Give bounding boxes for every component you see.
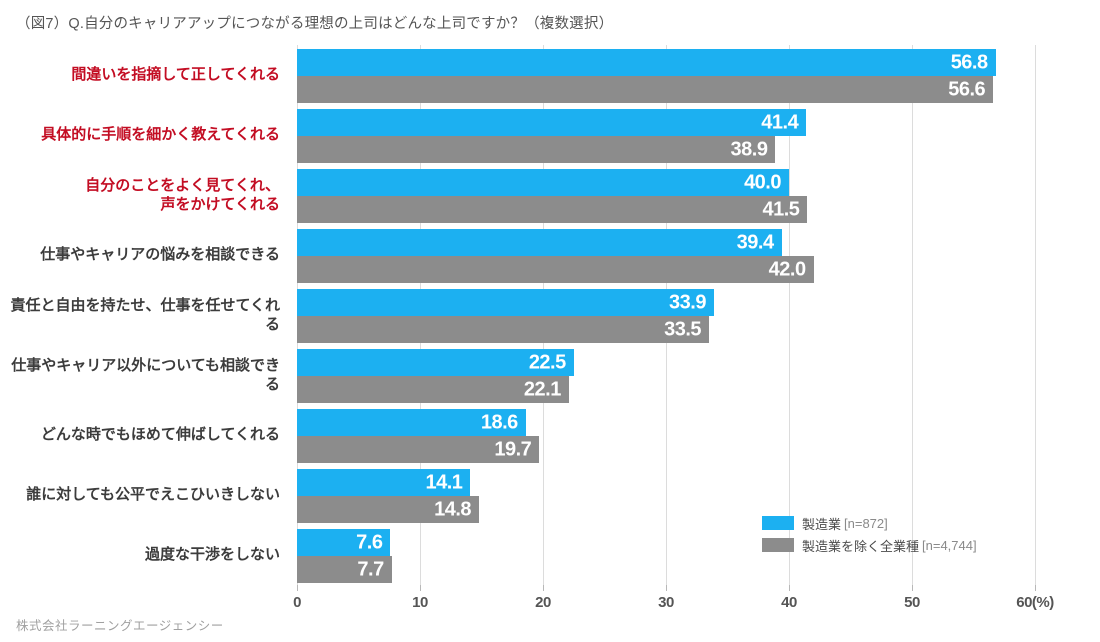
bar-value-label: 14.8 [434, 498, 472, 520]
category-label: どんな時でもほめて伸ばしてくれる [40, 426, 280, 444]
bar-all-other-industries: 38.9 [297, 136, 776, 163]
bar-value-label: 38.9 [730, 138, 768, 160]
bar-value-label: 19.7 [494, 438, 532, 460]
category-label: 具体的に手順を細かく教えてくれる [41, 126, 280, 144]
axis-tick-label: 20 [535, 594, 551, 611]
legend-label: 製造業 [802, 516, 842, 532]
axis-tick-label: 0 [293, 594, 301, 611]
bar-manufacturing: 7.6 [297, 529, 391, 556]
axis-tick-label: 30 [658, 594, 674, 611]
axis-tick [543, 585, 544, 591]
category-label: 責任と自由を持たせ、仕事を任せてくれる [10, 296, 280, 334]
chart-title: （図7）Q.自分のキャリアアップにつながる理想の上司はどんな上司ですか？（複数選… [16, 16, 614, 32]
bar-manufacturing: 40.0 [297, 169, 789, 196]
bar-manufacturing: 14.1 [297, 469, 471, 496]
legend-swatch-gray [762, 538, 794, 552]
legend-n-label: [n=4,744] [922, 537, 977, 553]
axis-tick [912, 585, 913, 591]
bar-value-label: 41.5 [762, 198, 800, 220]
bar-value-label: 22.1 [523, 378, 561, 400]
bar-all-other-industries: 56.6 [297, 76, 994, 103]
legend-item-manufacturing: 製造業 [n=872] [762, 512, 977, 534]
legend-swatch-blue [762, 516, 794, 530]
gridline [1035, 45, 1036, 585]
bar-value-label: 42.0 [768, 258, 806, 280]
category-label: 自分のことをよく見てくれ、 声をかけてくれる [85, 176, 280, 214]
bar-manufacturing: 22.5 [297, 349, 574, 376]
bar-manufacturing: 56.8 [297, 49, 996, 76]
axis-tick [666, 585, 667, 591]
category-label: 誰に対しても公平でえこひいきしない [26, 486, 280, 504]
axis-tick [789, 585, 790, 591]
bar-value-label: 41.4 [761, 111, 799, 133]
gridline [912, 45, 913, 585]
axis-tick-label: 60(%) [1016, 594, 1054, 611]
legend: 製造業 [n=872] 製造業を除く全業種 [n=4,744] [762, 512, 977, 556]
bar-manufacturing: 41.4 [297, 109, 807, 136]
category-label: 仕事やキャリア以外についても相談できる [11, 356, 280, 394]
category-label: 仕事やキャリアの悩みを相談できる [40, 246, 280, 264]
axis-tick-label: 50 [904, 594, 920, 611]
axis-tick-label: 10 [412, 594, 428, 611]
bar-manufacturing: 33.9 [297, 289, 714, 316]
bar-value-label: 56.6 [948, 78, 986, 100]
bar-value-label: 22.5 [528, 351, 566, 373]
bar-value-label: 33.9 [669, 291, 706, 313]
bar-all-other-industries: 33.5 [297, 316, 710, 343]
axis-tick-label: 40 [781, 594, 797, 611]
bar-manufacturing: 18.6 [297, 409, 526, 436]
bar-all-other-industries: 14.8 [297, 496, 480, 523]
bar-value-label: 7.7 [357, 558, 384, 580]
bar-all-other-industries: 41.5 [297, 196, 808, 223]
source-credit: 株式会社ラーニングエージェンシー [16, 619, 224, 633]
axis-tick [420, 585, 421, 591]
bar-value-label: 40.0 [744, 171, 781, 193]
legend-item-all-other-industries: 製造業を除く全業種 [n=4,744] [762, 534, 977, 556]
legend-label: 製造業を除く全業種 [802, 538, 920, 554]
legend-n-label: [n=872] [844, 515, 888, 531]
category-label: 過度な干渉をしない [144, 546, 280, 564]
bar-all-other-industries: 7.7 [297, 556, 392, 583]
bar-value-label: 7.6 [356, 531, 383, 553]
bar-all-other-industries: 22.1 [297, 376, 569, 403]
bar-value-label: 39.4 [736, 231, 774, 253]
bar-value-label: 14.1 [425, 471, 463, 493]
axis-tick [297, 585, 298, 591]
bar-manufacturing: 39.4 [297, 229, 782, 256]
bar-value-label: 33.5 [664, 318, 702, 340]
gridline [789, 45, 790, 585]
category-label: 間違いを指摘して正してくれる [71, 66, 280, 84]
bar-all-other-industries: 42.0 [297, 256, 814, 283]
bar-value-label: 18.6 [480, 411, 518, 433]
axis-tick [1035, 585, 1036, 591]
bar-all-other-industries: 19.7 [297, 436, 540, 463]
bar-value-label: 56.8 [950, 51, 988, 73]
